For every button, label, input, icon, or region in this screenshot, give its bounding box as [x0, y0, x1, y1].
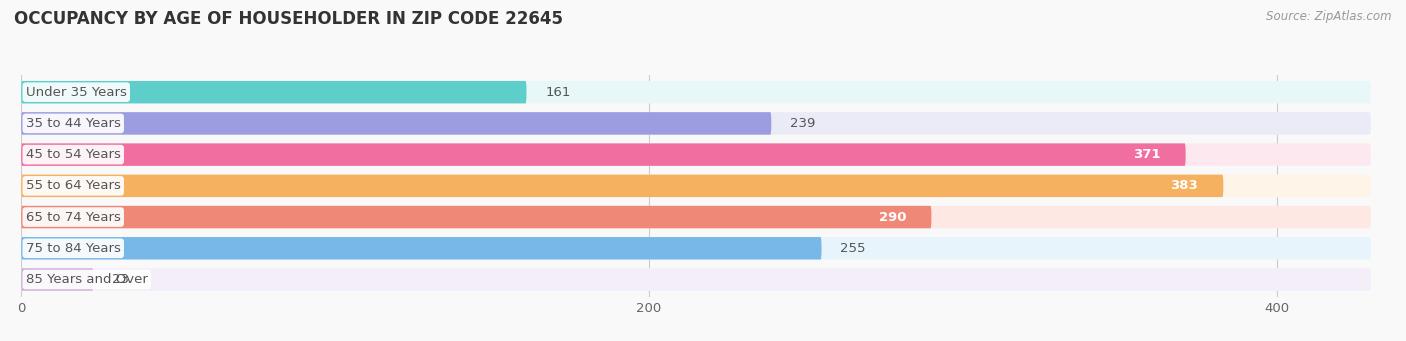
FancyBboxPatch shape: [21, 81, 526, 103]
Text: 161: 161: [546, 86, 571, 99]
Text: Source: ZipAtlas.com: Source: ZipAtlas.com: [1267, 10, 1392, 23]
FancyBboxPatch shape: [21, 268, 93, 291]
FancyBboxPatch shape: [21, 268, 1371, 291]
Text: 65 to 74 Years: 65 to 74 Years: [25, 210, 121, 224]
Text: 383: 383: [1170, 179, 1198, 192]
Text: OCCUPANCY BY AGE OF HOUSEHOLDER IN ZIP CODE 22645: OCCUPANCY BY AGE OF HOUSEHOLDER IN ZIP C…: [14, 10, 562, 28]
FancyBboxPatch shape: [21, 175, 1371, 197]
Text: 23: 23: [112, 273, 129, 286]
FancyBboxPatch shape: [21, 81, 1371, 103]
Text: 35 to 44 Years: 35 to 44 Years: [25, 117, 121, 130]
FancyBboxPatch shape: [21, 143, 1185, 166]
Text: Under 35 Years: Under 35 Years: [25, 86, 127, 99]
Text: 85 Years and Over: 85 Years and Over: [25, 273, 148, 286]
FancyBboxPatch shape: [21, 206, 1371, 228]
FancyBboxPatch shape: [21, 206, 931, 228]
Text: 290: 290: [879, 210, 907, 224]
Text: 55 to 64 Years: 55 to 64 Years: [25, 179, 121, 192]
FancyBboxPatch shape: [21, 175, 1223, 197]
Text: 239: 239: [790, 117, 815, 130]
Text: 45 to 54 Years: 45 to 54 Years: [25, 148, 121, 161]
Text: 75 to 84 Years: 75 to 84 Years: [25, 242, 121, 255]
Text: 255: 255: [841, 242, 866, 255]
FancyBboxPatch shape: [21, 112, 772, 135]
FancyBboxPatch shape: [21, 237, 1371, 260]
Text: 371: 371: [1133, 148, 1160, 161]
FancyBboxPatch shape: [21, 237, 821, 260]
FancyBboxPatch shape: [21, 143, 1371, 166]
FancyBboxPatch shape: [21, 112, 1371, 135]
